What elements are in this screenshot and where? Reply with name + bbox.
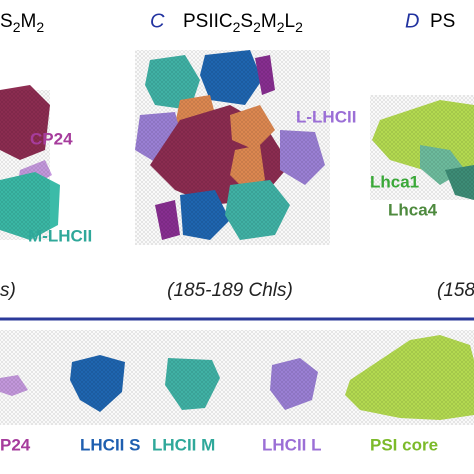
legend-box (0, 317, 474, 321)
legend-label: LHCII S (80, 435, 140, 454)
subunit-label: L-LHCII (296, 107, 356, 126)
legend-shapes (0, 330, 474, 425)
title-text: L (285, 11, 296, 32)
panel-letter: C (150, 10, 165, 32)
chl-count: (158 (437, 280, 474, 301)
subunit-label: Lhca1 (370, 172, 419, 191)
subunit-label: Lhca4 (388, 200, 438, 219)
subscript: 2 (253, 19, 261, 35)
chl-count: (185-189 Chls) (167, 280, 293, 301)
subscript: 2 (295, 19, 303, 35)
chl-count: s) (0, 280, 16, 301)
subscript: 2 (277, 19, 285, 35)
subunit-label: CP24 (30, 129, 73, 148)
subscript: 2 (233, 19, 241, 35)
title-text: S (0, 11, 13, 32)
complex-d (370, 95, 474, 200)
panel-title: S2M2 (0, 11, 44, 35)
panel-letter: D (405, 10, 419, 32)
panel-title: PSIIC2S2M2L2 (183, 11, 303, 35)
title-text: M (261, 11, 277, 32)
legend-label: LHCII M (152, 435, 215, 454)
title-text: S (240, 11, 253, 32)
subscript: 2 (13, 19, 21, 35)
legend-label: P24 (0, 435, 31, 454)
panel-title: PS (430, 11, 455, 32)
title-text: PSIIC (183, 11, 233, 32)
complex-b (0, 85, 60, 240)
title-text: M (20, 11, 36, 32)
title-text: PS (430, 11, 455, 32)
complex-c (135, 50, 330, 245)
subunit-label: M-LHCII (28, 226, 92, 245)
subscript: 2 (36, 19, 44, 35)
legend-label: LHCII L (262, 435, 322, 454)
legend-label: PSI core (370, 435, 438, 454)
